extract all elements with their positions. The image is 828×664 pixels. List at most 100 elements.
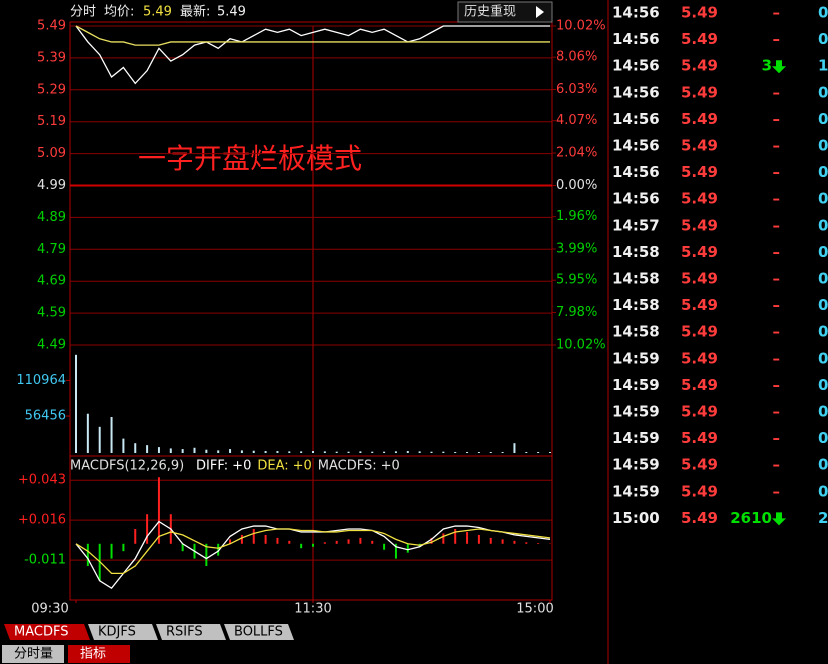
mode-label: 分时 xyxy=(70,5,96,20)
trade-count: 0 xyxy=(818,243,828,261)
y2-tick-label: 5.95% xyxy=(556,273,597,288)
trade-price: 5.49 xyxy=(681,137,718,155)
trade-price: 5.49 xyxy=(681,190,718,208)
trade-time: 14:56 xyxy=(612,163,660,181)
trade-time: 14:58 xyxy=(612,296,660,314)
y2-tick-label: 6.03% xyxy=(556,82,597,97)
bottom-tab[interactable] xyxy=(2,645,64,663)
annotation: 一字开盘烂板模式 xyxy=(138,142,362,175)
last-value: 5.49 xyxy=(217,5,246,20)
volume-bar xyxy=(513,443,516,453)
y2-tick-label: 2.04% xyxy=(556,146,597,161)
volume-bar xyxy=(240,450,243,453)
volume-bar xyxy=(86,413,89,453)
volume-bar xyxy=(406,451,409,453)
replay-button[interactable] xyxy=(457,1,553,23)
tab[interactable] xyxy=(156,624,226,640)
volume-bar xyxy=(205,449,208,453)
trade-time: 14:58 xyxy=(612,270,660,288)
tab[interactable] xyxy=(88,624,158,640)
trade-time: 14:56 xyxy=(612,30,660,48)
tab[interactable] xyxy=(224,624,294,640)
trade-volume: – xyxy=(773,137,781,155)
y2-tick-label: 8.06% xyxy=(556,50,597,65)
replay-label[interactable]: 历史重现 xyxy=(464,4,516,20)
trade-price: 5.49 xyxy=(681,216,718,234)
trade-count: 0 xyxy=(818,30,828,48)
trade-price: 5.49 xyxy=(681,429,718,447)
trade-price: 5.49 xyxy=(681,110,718,128)
trade-volume: – xyxy=(773,83,781,101)
trade-count: 0 xyxy=(818,163,828,181)
volume-bar xyxy=(122,438,125,453)
volume-bar xyxy=(501,452,504,453)
bottom-tab[interactable] xyxy=(68,645,130,663)
legend-value: +0 xyxy=(232,459,251,474)
tab-label[interactable]: RSIFS xyxy=(166,625,203,640)
trade-time: 14:59 xyxy=(612,403,660,421)
bottom-tab-label[interactable]: 指标 xyxy=(80,647,106,662)
tab[interactable] xyxy=(4,624,90,640)
trade-count: 0 xyxy=(818,482,828,500)
trade-price: 5.49 xyxy=(681,30,718,48)
trade-price: 5.49 xyxy=(681,323,718,341)
trade-count: 0 xyxy=(818,270,828,288)
trade-volume: – xyxy=(773,296,781,314)
volume-bar xyxy=(418,451,421,453)
y-tick-label: 4.89 xyxy=(37,210,66,225)
volume-bar xyxy=(359,451,362,453)
tab-label[interactable]: KDJFS xyxy=(98,625,136,640)
volume-bar xyxy=(394,451,397,453)
tab-label[interactable]: BOLLFS xyxy=(234,625,283,640)
trade-time: 14:56 xyxy=(612,137,660,155)
volume-bar xyxy=(442,451,445,453)
trade-price: 5.49 xyxy=(681,376,718,394)
last-label: 最新: xyxy=(180,4,210,20)
volume-bar xyxy=(134,443,137,453)
legend-name: DIFF: xyxy=(196,459,228,474)
volume-bar xyxy=(549,452,551,453)
volume-bar xyxy=(169,448,172,453)
trade-time: 14:59 xyxy=(612,456,660,474)
price-line xyxy=(75,25,550,46)
price-line xyxy=(75,520,551,590)
y-tick-label: 5.39 xyxy=(37,50,66,65)
trade-price: 5.49 xyxy=(681,57,718,75)
y2-tick-label: 3.99% xyxy=(556,242,597,257)
trade-volume: – xyxy=(773,243,781,261)
legend-value: +0 xyxy=(381,459,400,474)
legend-name: MACDFS: xyxy=(318,459,377,474)
down-arrow xyxy=(772,512,786,526)
volume-bar xyxy=(466,452,469,453)
y-tick-label: 56456 xyxy=(25,409,66,424)
volume-bar xyxy=(276,451,279,453)
y2-tick-label: 10.02% xyxy=(556,19,606,34)
bottom-tab-label[interactable]: 分时量 xyxy=(14,647,53,662)
trade-time: 14:56 xyxy=(612,57,660,75)
y-tick-label: 4.49 xyxy=(37,338,66,353)
y-tick-label: +0.043 xyxy=(18,473,66,488)
trade-price: 5.49 xyxy=(681,456,718,474)
y-tick-label: 5.19 xyxy=(37,114,66,129)
trade-volume: – xyxy=(773,349,781,367)
trade-price: 5.49 xyxy=(681,243,718,261)
trade-volume: 2610 xyxy=(730,509,772,527)
trade-volume: – xyxy=(773,216,781,234)
volume-bar xyxy=(489,452,492,453)
trade-count: 0 xyxy=(818,137,828,155)
down-arrow xyxy=(772,60,786,74)
price-line xyxy=(75,528,551,575)
trade-time: 14:59 xyxy=(612,349,660,367)
trade-time: 14:58 xyxy=(612,243,660,261)
replay-icon[interactable] xyxy=(536,6,544,18)
trade-volume: – xyxy=(773,403,781,421)
trade-time: 14:57 xyxy=(612,216,660,234)
y2-tick-label: 4.07% xyxy=(556,113,597,128)
trade-count: 0 xyxy=(818,349,828,367)
tab-label[interactable]: MACDFS xyxy=(14,625,68,640)
legend-name: DEA: xyxy=(257,459,288,474)
volume-bar xyxy=(537,452,540,453)
volume-bar xyxy=(193,447,196,453)
trade-count: 0 xyxy=(818,429,828,447)
volume-bar xyxy=(75,354,77,453)
